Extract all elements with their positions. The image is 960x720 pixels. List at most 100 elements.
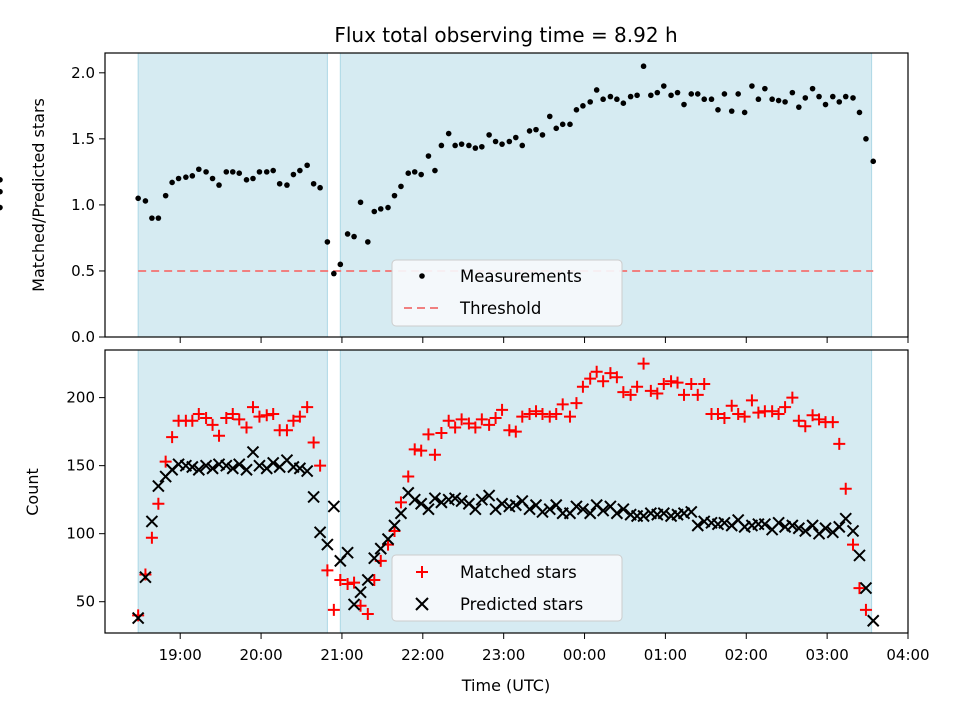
matched-star-point [745,394,758,407]
matched-star-point [833,437,846,450]
predicted-star-point [388,519,401,532]
measurement-point [863,136,869,142]
matched-star-point [685,378,698,391]
matched-star-point [402,470,415,483]
measurement-point [789,89,796,96]
matched-star-point [779,401,792,414]
bottom-legend-box [391,554,623,622]
measurement-point [452,142,458,149]
matched-star-point [489,412,502,425]
measurement-point [492,138,499,145]
legend-threshold-label: Threshold [459,299,541,318]
bottom-y-tick-label: 50 [76,593,95,611]
top-y-tick-label: 2.0 [71,64,95,82]
measurement-point [175,175,182,182]
matched-star-point [732,407,745,420]
measurement-point [377,206,384,212]
measurement-point [782,99,788,105]
matched-star-point [455,413,468,426]
measurement-point [149,215,155,221]
measurement-point [614,96,620,103]
matched-star-point [220,412,233,425]
measurement-point [674,89,681,96]
top-y-tick-label: 0.5 [71,262,95,280]
top-y-tick-label: 1.5 [71,130,95,148]
bottom-x-tick-label: 21:00 [320,646,363,664]
measurement-point [486,132,492,138]
matched-star-point [530,405,543,418]
matched-star-point [442,414,455,427]
bottom-x-tick-label: 19:00 [159,646,202,664]
measurement-point [432,167,438,174]
matched-star-point [159,455,172,468]
matched-star-point [590,365,603,378]
predicted-star-point [691,519,704,532]
predicted-star-point [145,515,159,528]
measurement-point [580,103,586,109]
matched-star-point [496,403,509,416]
matched-star-point [422,428,435,441]
matched-star-point [469,421,482,434]
matched-star-point [186,414,199,427]
matched-star-point [584,372,597,385]
matched-star-point [394,496,407,509]
measurement-point [506,138,513,145]
measurement-point [728,108,735,114]
matched-star-point [240,421,253,434]
top-legend-box [391,259,623,327]
measurement-point [216,182,222,188]
top-y-axis: 0.0 0.5 1.0 1.5 2.0 [71,64,105,346]
predicted-star-point [482,489,496,502]
predicted-star-point [220,459,233,472]
matched-star-point [691,388,704,401]
measurement-point [593,87,600,93]
measurement-point [351,233,357,240]
predicted-star-point [307,490,320,504]
matched-star-point [711,407,724,420]
measurement-point [816,93,822,100]
top-plot-frame [104,52,909,338]
measurement-point [472,145,479,151]
predicted-star-point [570,500,583,513]
legend-predicted-label: Predicted stars [460,595,583,614]
matched-star-point [826,416,839,429]
predicted-star-point [206,462,219,475]
predicted-star-point [347,598,361,611]
predicted-star-point [543,502,556,516]
predicted-star-point [131,611,145,625]
measurement-point [668,92,674,99]
measurement-point [290,171,297,178]
matched-star-point [624,388,637,401]
shaded-interval [137,52,328,338]
measurement-point [526,128,533,134]
matched-star-point [556,398,569,411]
matched-star-point [287,414,300,427]
matched-star-point [644,384,657,397]
matched-star-point [415,444,428,457]
predicted-star-point [313,526,327,539]
legend-measurements-marker [419,273,425,279]
predicted-star-point [199,459,213,472]
bottom-x-tick-label: 02:00 [725,646,768,664]
matched-star-point [267,407,280,420]
predicted-star-point [772,516,785,530]
measurement-point [398,183,404,190]
predicted-star-point [799,524,812,538]
matched-star-point [576,380,589,393]
predicted-star-point [327,500,341,513]
measurement-point [438,142,445,149]
matched-star-point [361,607,374,620]
matched-star-point [213,429,226,442]
measurement-point [721,91,728,97]
matched-star-point [192,407,205,420]
matched-star-point [341,578,354,591]
predicted-star-point [859,581,873,595]
measurement-point [317,184,323,191]
predicted-star-point [233,458,246,471]
measurement-point [539,132,546,138]
measurement-point [458,141,465,147]
predicted-star-point [718,516,731,530]
measurement-point [660,83,667,89]
measurement-point [829,93,836,100]
